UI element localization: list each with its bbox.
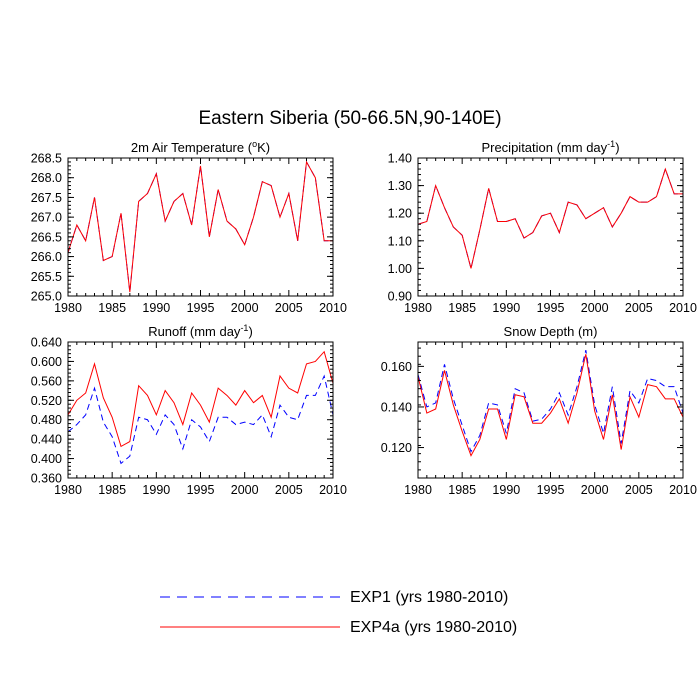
x-tick-label: 1995 — [537, 483, 565, 497]
x-tick-label: 1990 — [142, 483, 170, 497]
series-group — [418, 350, 683, 457]
panel-title: Runoff (mm day-1) — [148, 323, 253, 339]
panel-title: Precipitation (mm day-1) — [481, 139, 619, 155]
y-tick-label: 0.520 — [31, 394, 62, 408]
y-tick-label: 0.560 — [31, 374, 62, 388]
figure-title: Eastern Siberia (50-66.5N,90-140E) — [198, 108, 501, 129]
y-tick-label: 0.640 — [31, 336, 62, 350]
x-tick-label: 1980 — [404, 301, 432, 315]
x-tick-label: 1980 — [54, 483, 82, 497]
y-tick-label: 0.480 — [31, 413, 62, 427]
y-tick-label: 0.120 — [381, 441, 412, 455]
y-tick-label: 0.360 — [31, 472, 62, 486]
y-tick-label: 266.5 — [31, 230, 62, 244]
y-tick-label: 265.5 — [31, 270, 62, 284]
x-tick-label: 1995 — [537, 301, 565, 315]
series-line-exp1 — [68, 160, 333, 293]
x-tick-label: 2010 — [319, 301, 347, 315]
y-tick-label: 1.20 — [388, 207, 412, 221]
x-tick-label: 2010 — [669, 483, 697, 497]
series-line-exp4a — [68, 160, 333, 293]
x-tick-label: 1985 — [448, 483, 476, 497]
legend-label-exp1: EXP1 (yrs 1980-2010) — [350, 589, 508, 606]
x-tick-label: 2005 — [625, 301, 653, 315]
x-tick-label: 1990 — [492, 483, 520, 497]
series-group — [68, 350, 333, 465]
series-line-exp4a — [418, 354, 683, 457]
x-tick-label: 2010 — [669, 301, 697, 315]
x-tick-label: 1990 — [492, 301, 520, 315]
x-tick-label: 1990 — [142, 301, 170, 315]
y-tick-label: 1.10 — [388, 234, 412, 248]
y-tick-label: 0.400 — [31, 452, 62, 466]
plot-frame — [417, 341, 684, 479]
legend: EXP1 (yrs 1980-2010) EXP4a (yrs 1980-201… — [160, 589, 517, 636]
panel-runoff: Runoff (mm day-1) 1980 1985 1990 1995 2000 200… — [31, 323, 347, 497]
x-tick-label: 1995 — [187, 483, 215, 497]
series-group — [418, 167, 683, 269]
panel-title: Snow Depth (m) — [504, 324, 598, 339]
series-line-exp1 — [418, 167, 683, 269]
y-tick-label: 265.0 — [31, 290, 62, 304]
legend-label-exp4a: EXP4a (yrs 1980-2010) — [350, 619, 517, 636]
series-line-exp4a — [418, 167, 683, 269]
x-tick-label: 2005 — [625, 483, 653, 497]
plot-frame — [67, 341, 334, 479]
y-tick-label: 266.0 — [31, 250, 62, 264]
x-tick-label: 1985 — [448, 301, 476, 315]
y-tick-label: 268.5 — [31, 152, 62, 166]
y-tick-label: 268.0 — [31, 171, 62, 185]
panel-air-temperature: 2m Air Temperature (oK) 1980 1985 1990 1995 2… — [31, 139, 347, 315]
x-tick-label: 2005 — [275, 301, 303, 315]
y-tick-label: 0.90 — [388, 290, 412, 304]
y-tick-label: 0.440 — [31, 433, 62, 447]
panel-precipitation: Precipitation (mm day-1) 1980 1985 1990 1995… — [388, 139, 697, 315]
y-tick-label: 267.5 — [31, 191, 62, 205]
x-tick-label: 1985 — [98, 483, 126, 497]
series-group — [68, 160, 333, 293]
panel-title: 2m Air Temperature (oK) — [131, 139, 270, 155]
series-line-exp1 — [418, 350, 683, 453]
x-tick-label: 1980 — [404, 483, 432, 497]
series-line-exp1 — [68, 374, 333, 465]
y-tick-label: 1.00 — [388, 262, 412, 276]
series-line-exp4a — [68, 350, 333, 448]
plot-frame — [417, 157, 684, 297]
x-tick-label: 1980 — [54, 301, 82, 315]
panels: 2m Air Temperature (oK) 1980 1985 1990 1995 2… — [31, 139, 697, 497]
x-tick-label: 2010 — [319, 483, 347, 497]
y-tick-label: 267.0 — [31, 211, 62, 225]
x-tick-label: 2000 — [231, 301, 259, 315]
y-tick-label: 0.160 — [381, 360, 412, 374]
x-tick-label: 1995 — [187, 301, 215, 315]
y-tick-label: 0.140 — [381, 400, 412, 414]
y-tick-label: 1.30 — [388, 179, 412, 193]
x-tick-label: 2000 — [581, 483, 609, 497]
x-tick-label: 2000 — [581, 301, 609, 315]
panel-snow-depth: Snow Depth (m) 1980 1985 1990 1995 2000 2005 20… — [381, 324, 697, 497]
y-tick-label: 1.40 — [388, 152, 412, 166]
x-tick-label: 1985 — [98, 301, 126, 315]
x-tick-label: 2005 — [275, 483, 303, 497]
plot-frame — [67, 157, 334, 297]
y-tick-label: 0.600 — [31, 355, 62, 369]
x-tick-label: 2000 — [231, 483, 259, 497]
